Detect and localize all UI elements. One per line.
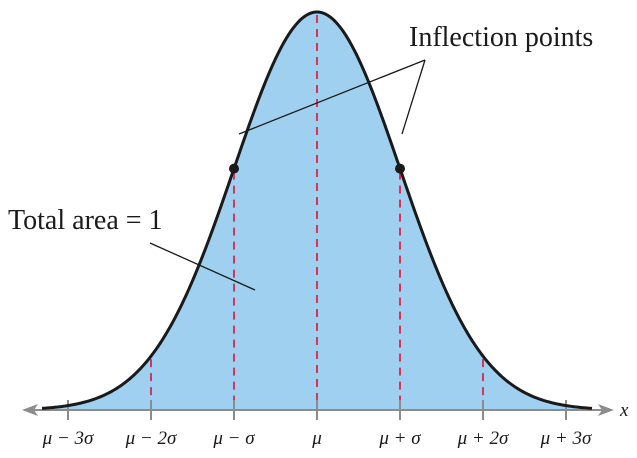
inflection-point-left xyxy=(229,163,239,174)
tick-label-4: μ + σ xyxy=(378,428,421,449)
inflection-leader-right xyxy=(401,59,426,135)
tick-label-2: μ − σ xyxy=(212,428,255,449)
area-leader xyxy=(149,242,256,291)
tick-label-1: μ − 2σ xyxy=(125,428,177,449)
inflection-leader-left xyxy=(238,59,426,135)
x-axis-left-arrow xyxy=(22,404,38,416)
tick-label-5: μ + 2σ xyxy=(457,428,509,449)
tick-label-6: μ + 3σ xyxy=(540,428,592,449)
inflection-point-right xyxy=(395,163,405,174)
x-axis-ticks xyxy=(67,400,567,420)
tick-label-3: μ xyxy=(311,428,322,449)
x-axis-right-arrow xyxy=(598,404,614,416)
tick-label-0: μ − 3σ xyxy=(42,428,94,449)
bell-curve xyxy=(41,10,593,410)
x-axis-variable-label: x xyxy=(619,400,629,421)
inflection-points-label: Inflection points xyxy=(409,22,593,53)
x-axis-tick-labels: μ − 3σ μ − 2σ μ − σ μ μ + σ μ + 2σ μ + 3σ xyxy=(42,428,592,449)
total-area-label: Total area = 1 xyxy=(8,205,163,236)
